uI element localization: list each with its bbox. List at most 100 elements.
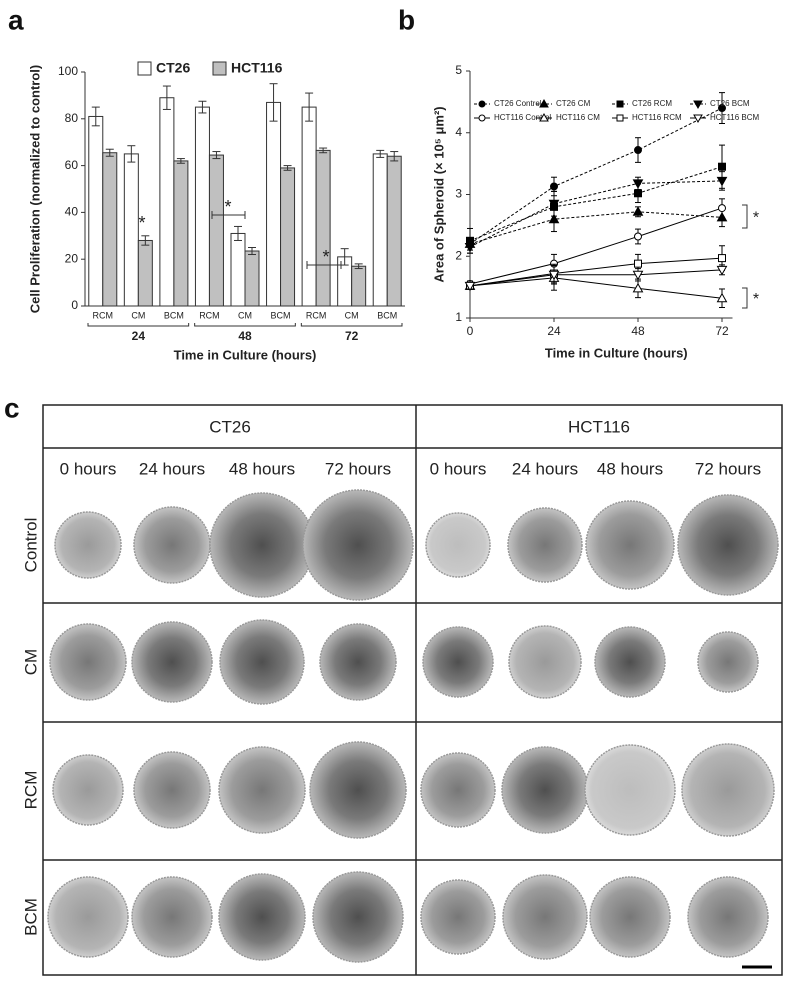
marker: [718, 162, 726, 171]
legend-marker: [693, 114, 703, 124]
spheroid: [502, 874, 588, 960]
x-tick-label: 24: [547, 324, 561, 338]
image-grid: [42, 404, 783, 976]
legend-label: CT26 BCM: [710, 99, 750, 108]
marker: [716, 176, 728, 187]
y-tick-label: 20: [65, 251, 79, 265]
spheroid: [420, 752, 496, 828]
spheroid: [681, 743, 775, 837]
series-line: [469, 269, 723, 287]
legend-marker: [478, 100, 486, 108]
spheroid: [507, 507, 583, 583]
spheroid: [218, 873, 306, 961]
spheroid: [219, 619, 305, 705]
bar: [102, 152, 118, 307]
legend-swatch: [212, 61, 227, 76]
marker: [464, 281, 476, 292]
spheroid: [312, 871, 404, 963]
spheroid: [54, 511, 122, 579]
spheroid: [133, 506, 211, 584]
bar: [351, 265, 367, 307]
annotation: *: [753, 210, 759, 227]
bar: [386, 155, 402, 307]
column-title: HCT116: [568, 417, 630, 436]
group-label: 48: [238, 329, 252, 343]
spheroid: [133, 751, 211, 829]
series-line: [469, 207, 723, 285]
spheroid: [420, 879, 496, 955]
x-tick-label: 72: [715, 324, 729, 338]
marker: [634, 146, 642, 155]
annotation: *: [322, 247, 329, 267]
spheroid: [585, 500, 675, 590]
y-tick-label: 2: [455, 248, 462, 262]
significance-bracket: [742, 287, 748, 309]
spheroid: [47, 876, 129, 958]
legend-label: CT26 RCM: [632, 99, 672, 108]
spheroid: [501, 746, 589, 834]
legend-label: HCT116: [231, 60, 283, 76]
bar: [266, 101, 282, 307]
row-label: CM: [21, 649, 40, 675]
spheroid: [687, 876, 769, 958]
group-bracket: [194, 323, 296, 327]
significance-bracket: [211, 211, 246, 219]
x-tick-label: CM: [238, 310, 252, 320]
bar: [315, 149, 331, 307]
bar: [372, 153, 388, 307]
bar: [173, 160, 189, 307]
series-line: [469, 180, 723, 248]
spheroid: [697, 631, 759, 693]
row-label: BCM: [21, 898, 40, 936]
spheroid: [218, 746, 306, 834]
marker: [632, 179, 644, 189]
x-tick-label: RCM: [199, 310, 220, 320]
bar: [301, 106, 317, 307]
bar: [230, 232, 246, 307]
marker: [548, 270, 560, 281]
marker: [718, 104, 726, 113]
bar: [194, 106, 210, 307]
legend-label: HCT116 BCM: [710, 113, 760, 122]
marker: [634, 259, 642, 268]
time-label: 0 hours: [60, 459, 117, 478]
spheroid: [425, 512, 491, 578]
spheroid: [584, 744, 676, 836]
legend-label: CT26: [156, 60, 190, 76]
marker: [632, 270, 644, 281]
spheroid: [508, 625, 582, 699]
column-title: CT26: [209, 417, 251, 436]
row-label: Control: [21, 518, 40, 573]
bar: [208, 154, 224, 307]
y-tick-label: 3: [455, 187, 462, 201]
significance-bracket: [306, 261, 342, 269]
x-tick-label: BCM: [271, 310, 291, 320]
group-bracket: [300, 323, 403, 327]
legend-label: CT26 CM: [556, 99, 591, 108]
bar: [137, 239, 153, 307]
x-tick-label: CM: [131, 310, 145, 320]
bar: [244, 250, 260, 307]
legend-marker: [539, 112, 549, 122]
spheroid: [302, 489, 414, 601]
spheroid: [49, 623, 127, 701]
y-tick-label: 40: [65, 205, 79, 219]
panel-label: a: [8, 4, 24, 35]
spheroid: [309, 741, 407, 839]
grid-border: [42, 404, 783, 976]
marker: [464, 242, 476, 253]
spheroid: [422, 626, 494, 698]
group-bracket: [87, 323, 190, 327]
y-axis-label: Area of Spheroid (× 10⁵ μm²): [431, 106, 446, 282]
bar: [280, 167, 296, 307]
legend-marker: [693, 100, 703, 110]
spheroid: [589, 876, 671, 958]
x-axis-label: Time in Culture (hours): [545, 345, 688, 360]
group-label: 24: [132, 329, 146, 343]
series-line: [469, 107, 723, 245]
spheroid: [131, 876, 213, 958]
spheroid: [594, 626, 666, 698]
marker: [550, 182, 558, 191]
y-tick-label: 0: [71, 298, 78, 312]
